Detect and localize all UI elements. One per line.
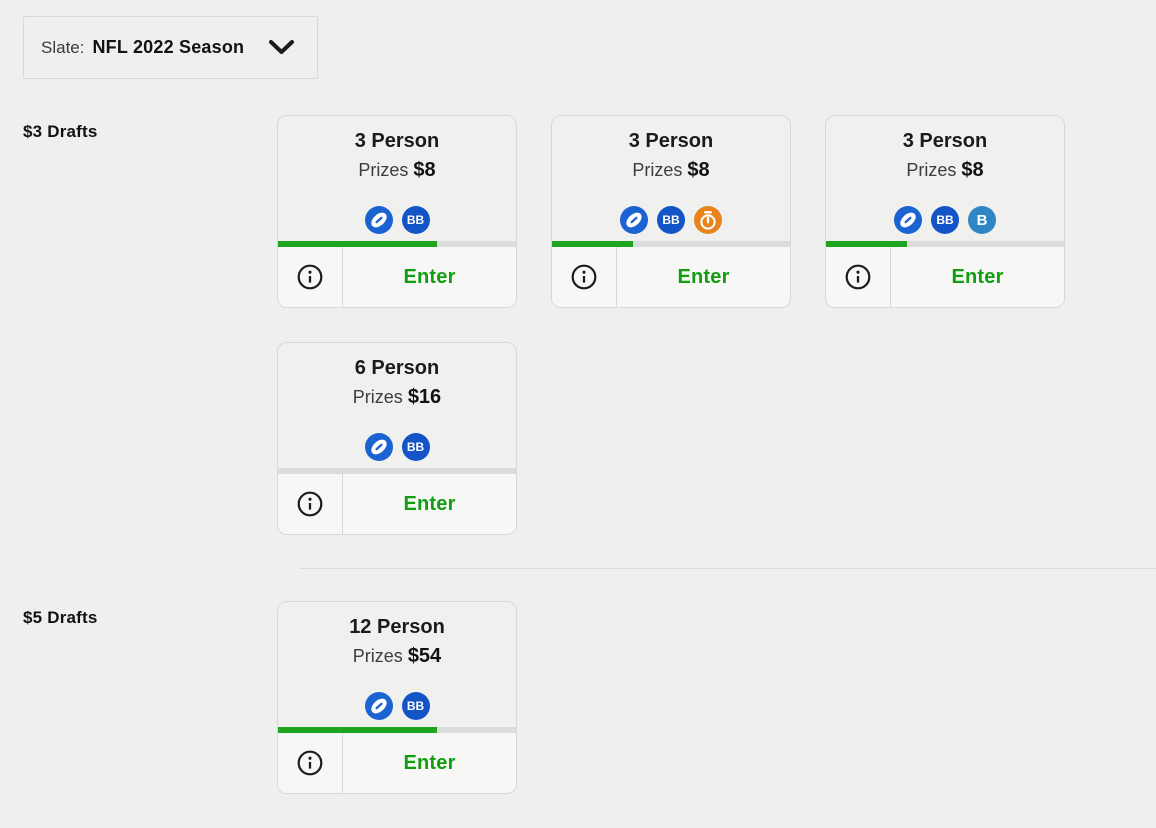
football-icon [364, 206, 393, 234]
card-footer: Enter [278, 474, 516, 534]
card-prizes: Prizes $8 [552, 157, 790, 185]
card-footer: Enter [278, 247, 516, 307]
prizes-label: Prizes [358, 160, 409, 180]
card-badges: BB [552, 206, 790, 234]
prizes-label: Prizes [352, 646, 403, 666]
prizes-value: $8 [687, 159, 710, 181]
slate-value: NFL 2022 Season [92, 37, 245, 57]
card-prizes: Prizes $16 [278, 384, 516, 412]
card-badges: BB [278, 206, 516, 234]
enter-label: Enter [403, 492, 456, 515]
card-prizes: Prizes $8 [278, 157, 516, 185]
enter-button[interactable]: Enter [343, 247, 516, 307]
chevron-down-icon [268, 39, 295, 56]
info-icon [843, 262, 873, 292]
info-button[interactable] [278, 474, 343, 534]
prizes-value: $8 [413, 159, 436, 181]
card-badges: BB B [826, 206, 1064, 234]
prizes-label: Prizes [632, 160, 683, 180]
bb-badge-text: BB [662, 213, 680, 227]
info-button[interactable] [552, 247, 617, 307]
bb-icon: BB [931, 206, 959, 234]
football-icon [894, 206, 922, 234]
draft-section: $3 Drafts 3 Person Prizes $8 BB Enter 3 Person… [0, 115, 1156, 535]
draft-card: 12 Person Prizes $54 BB Enter [277, 601, 517, 794]
enter-label: Enter [951, 265, 1004, 288]
info-button[interactable] [278, 733, 343, 793]
card-body: 6 Person Prizes $16 BB [278, 343, 516, 468]
football-icon [364, 433, 393, 461]
enter-label: Enter [403, 265, 456, 288]
prizes-value: $54 [407, 645, 442, 667]
card-badges: BB [278, 692, 516, 720]
info-icon [295, 262, 325, 292]
section-label: $3 Drafts [23, 122, 98, 141]
fill-progress-bar [278, 727, 516, 733]
b-badge-text: B [976, 211, 988, 229]
card-footer: Enter [278, 733, 516, 793]
info-icon [295, 489, 325, 519]
prizes-value: $8 [961, 159, 984, 181]
fill-progress-value [826, 241, 907, 247]
draft-card: 3 Person Prizes $8 BB Enter [277, 115, 517, 308]
card-footer: Enter [552, 247, 790, 307]
prizes-label: Prizes [352, 387, 403, 407]
info-button[interactable] [278, 247, 343, 307]
card-title: 3 Person [628, 130, 714, 152]
enter-button[interactable]: Enter [891, 247, 1064, 307]
prizes-value: $16 [407, 386, 442, 408]
draft-card: 3 Person Prizes $8 BB Enter [551, 115, 791, 308]
enter-label: Enter [403, 751, 456, 774]
card-prizes: Prizes $54 [278, 643, 516, 671]
card-body: 3 Person Prizes $8 BB [278, 116, 516, 241]
section-label: $5 Drafts [23, 608, 98, 627]
info-button[interactable] [826, 247, 891, 307]
fill-progress-bar [826, 241, 1064, 247]
info-icon [295, 748, 325, 778]
draft-card: 6 Person Prizes $16 BB Enter [277, 342, 517, 535]
card-grid: 3 Person Prizes $8 BB Enter 3 Person Prizes $8 B… [277, 115, 1156, 535]
bb-icon: BB [401, 433, 430, 461]
info-icon [569, 262, 599, 292]
fill-progress-value [278, 727, 438, 733]
enter-button[interactable]: Enter [617, 247, 790, 307]
card-prizes: Prizes $8 [826, 157, 1064, 185]
bb-badge-text: BB [406, 213, 425, 227]
card-badges: BB [278, 433, 516, 461]
card-body: 3 Person Prizes $8 BB B [826, 116, 1064, 241]
bonus-b-icon: B [968, 206, 996, 234]
slate-selector[interactable]: Slate: NFL 2022 Season [23, 16, 318, 79]
card-title: 6 Person [354, 357, 440, 379]
fill-progress-bar [278, 468, 516, 474]
bb-icon: BB [401, 206, 430, 234]
card-footer: Enter [826, 247, 1064, 307]
card-body: 12 Person Prizes $54 BB [278, 602, 516, 727]
draft-section: $5 Drafts 12 Person Prizes $54 BB Enter [0, 601, 1156, 794]
bb-badge-text: BB [406, 440, 425, 454]
bb-badge-text: BB [936, 213, 954, 227]
bb-icon: BB [657, 206, 685, 234]
bb-icon: BB [401, 692, 430, 720]
enter-button[interactable]: Enter [343, 733, 516, 793]
card-title: 3 Person [354, 130, 440, 152]
fill-progress-bar [278, 241, 516, 247]
card-grid: 12 Person Prizes $54 BB Enter [277, 601, 1156, 794]
prizes-label: Prizes [906, 160, 957, 180]
football-icon [364, 692, 393, 720]
enter-label: Enter [677, 265, 730, 288]
fill-progress-bar [552, 241, 790, 247]
section-divider [300, 568, 1156, 569]
enter-button[interactable]: Enter [343, 474, 516, 534]
slate-label: Slate: [41, 37, 85, 57]
stopwatch-icon [694, 206, 722, 234]
draft-card: 3 Person Prizes $8 BB B Enter [825, 115, 1065, 308]
fill-progress-value [552, 241, 633, 247]
fill-progress-value [278, 241, 438, 247]
card-title: 3 Person [902, 130, 988, 152]
card-body: 3 Person Prizes $8 BB [552, 116, 790, 241]
card-title: 12 Person [349, 616, 445, 638]
bb-badge-text: BB [406, 699, 425, 713]
draft-lobby: $3 Drafts 3 Person Prizes $8 BB Enter 3 Person… [0, 115, 1156, 794]
football-icon [620, 206, 648, 234]
